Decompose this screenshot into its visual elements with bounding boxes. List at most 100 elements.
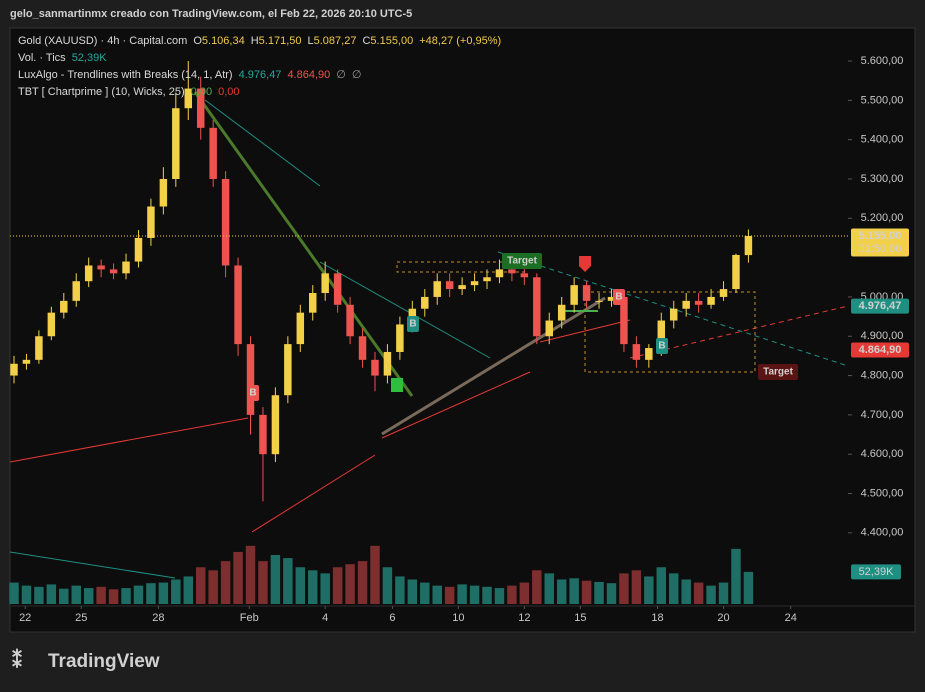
candle-body [172,108,180,179]
x-tick-label: 28 [152,612,164,624]
volume-bar [469,585,480,604]
annotation-label: B [658,341,665,352]
candle-body [60,300,68,313]
volume-bar [619,573,629,604]
volume-bar [606,583,617,604]
candle-body [669,308,678,321]
legend-item: 0,00 [218,86,239,98]
volume-bar [420,582,430,604]
price-badge [851,298,909,314]
candle-body [10,363,18,376]
x-tick-label: 25 [75,612,87,624]
candle-body [383,351,392,376]
x-tick-label: 6 [389,612,395,624]
candle-body [470,281,479,286]
volume-bar [220,561,231,604]
candle-body [321,273,329,293]
volume-bar [46,584,57,604]
volume-bar [320,573,330,604]
candle-body [296,312,305,345]
legend-item: 4.976,47 [239,69,282,81]
legend-item: LuxAlgo - Trendlines with Breaks (14, 1,… [18,69,233,81]
legend-row: Gold (XAUUSD) · 4h · Capital.com O5.106,3… [18,35,501,47]
y-tick-label: 5.200,00 [861,212,904,224]
trendline [251,454,376,533]
y-tick-label: 5.300,00 [861,173,904,185]
volume-bar [21,585,32,604]
volume-bar [59,588,69,604]
price-badge [851,228,909,257]
candle-body [109,269,118,274]
trendline [319,261,491,359]
y-tick-label: 4.400,00 [861,527,904,539]
volume-bar [283,558,293,604]
volume-bar [507,585,517,604]
y-tick-label: 5.400,00 [861,134,904,146]
volume-bar [9,582,19,604]
annotation-box [656,338,668,354]
legend-item: H [251,35,259,47]
trendline [381,371,531,439]
candle-body [159,178,168,207]
y-tick-label: 4.500,00 [861,487,904,499]
volume-bar [208,570,218,604]
volume-bar [382,567,393,604]
candle-body [234,265,242,345]
candle-body [645,348,653,360]
volume-bar [370,545,380,604]
candle-body [396,324,404,352]
candle-body [732,254,740,290]
volume-bar [270,555,281,604]
volume-bar [395,576,405,604]
legend-item: 52,39K [72,52,108,64]
annotation-box [407,316,419,332]
volume-bar [544,573,554,604]
candle-body [607,296,616,301]
volume-bar [482,586,492,604]
volume-bar [581,580,592,604]
candle-body [495,269,504,278]
legend-item: 5.171,50 [259,35,302,47]
legend-item: O [193,35,202,47]
x-tick-label: 15 [574,612,586,624]
candle-body [533,277,541,337]
volume-bar [644,576,654,604]
annotation-box [502,253,542,269]
volume-bar [556,579,567,604]
volume-bar [233,551,243,604]
up-arrow [391,378,403,392]
y-tick-label: 5.600,00 [861,55,904,67]
legend-item: Gold (XAUUSD) · 4h · Capital.com [18,35,187,47]
volume-bar [706,585,716,604]
candle-body [134,237,143,262]
price-badge-sub: 01:50:00 [859,243,902,255]
volume-bar [345,564,355,604]
trendline [539,319,631,343]
candle-body [694,300,703,305]
x-tick-label: 24 [785,612,797,624]
legend-item: L [308,35,314,47]
candle-body [632,344,641,360]
volume-bar [183,576,193,604]
candle-body [35,336,43,360]
volume-bar [631,570,642,604]
volume-bar [444,586,455,604]
legend-item: Vol. · Tics [18,52,66,64]
volume-bar [532,570,542,604]
candle-body [545,320,553,337]
legend-item: ∅ [336,69,346,81]
candle-body [246,344,255,415]
volume-bar [357,561,368,604]
legend-row: Vol. · Tics 52,39K [18,52,107,64]
candle-body [433,281,441,297]
volume-bar [121,588,131,604]
annotation-box [758,364,798,380]
x-tick-label: Feb [240,612,259,624]
legend-row: LuxAlgo - Trendlines with Breaks (14, 1,… [18,69,361,81]
price-badge [851,342,909,358]
volume-bar [457,584,467,604]
candle-body [595,300,603,302]
volume-bar [171,579,181,604]
price-badge-label: 4.864,90 [859,344,902,356]
